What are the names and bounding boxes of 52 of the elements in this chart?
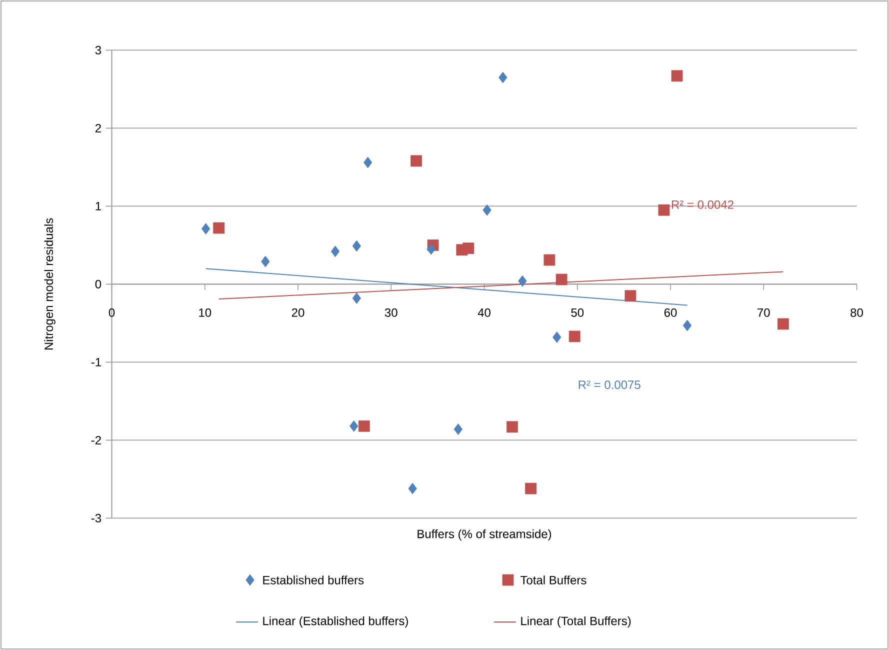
- point: [518, 275, 527, 287]
- x-tick-label: 70: [758, 308, 770, 317]
- point: [410, 155, 422, 167]
- x-tick-label: 60: [664, 308, 677, 317]
- point: [568, 330, 580, 342]
- point: [358, 420, 370, 432]
- y-tick-label: -2: [91, 436, 101, 444]
- y-tick-label: 1: [96, 202, 101, 210]
- x-tick-label: 20: [292, 308, 304, 317]
- y-tick-label: -3: [91, 514, 102, 522]
- annotation: R² = 0.0042: [672, 200, 734, 209]
- point: [671, 70, 683, 82]
- x-tick-label: 30: [384, 308, 398, 317]
- x-tick-label: 50: [571, 308, 584, 317]
- point: [454, 424, 462, 435]
- point: [352, 240, 361, 252]
- point: [506, 421, 518, 433]
- point: [544, 254, 556, 266]
- point: [364, 156, 372, 168]
- y-axis-title: Nitrogen model residuals: [44, 218, 56, 350]
- point: [213, 222, 225, 234]
- point: [426, 243, 436, 255]
- point: [682, 320, 692, 332]
- point: [525, 482, 537, 494]
- x-axis-title: Buffers (% of streamside): [418, 529, 552, 541]
- point: [350, 420, 358, 432]
- x-tick-label: 40: [478, 308, 490, 317]
- x-tick-label: 0: [108, 308, 115, 317]
- point: [624, 290, 636, 302]
- legend-label: Linear (Established buffers): [263, 616, 408, 628]
- y-tick-label: -1: [91, 358, 101, 366]
- x-tick-label: 10: [199, 308, 212, 317]
- point: [482, 204, 492, 216]
- legend-label: Established buffers: [263, 576, 364, 584]
- y-tick-label: 3: [95, 46, 102, 54]
- point: [201, 223, 210, 234]
- y-tick-label: 0: [95, 280, 102, 288]
- point: [552, 332, 562, 343]
- point: [261, 256, 270, 268]
- point: [352, 292, 361, 304]
- point: [462, 242, 474, 254]
- point: [330, 246, 340, 258]
- x-tick-label: 80: [850, 308, 863, 317]
- point: [556, 274, 568, 286]
- legend-label: Total Buffers: [520, 576, 586, 584]
- point: [498, 72, 508, 84]
- point: [408, 482, 417, 494]
- point: [658, 204, 670, 216]
- legend-label: Linear (Total Buffers): [521, 616, 631, 628]
- annotation: R² = 0.0075: [578, 380, 640, 390]
- y-tick-label: 2: [95, 124, 101, 132]
- point: [777, 318, 789, 330]
